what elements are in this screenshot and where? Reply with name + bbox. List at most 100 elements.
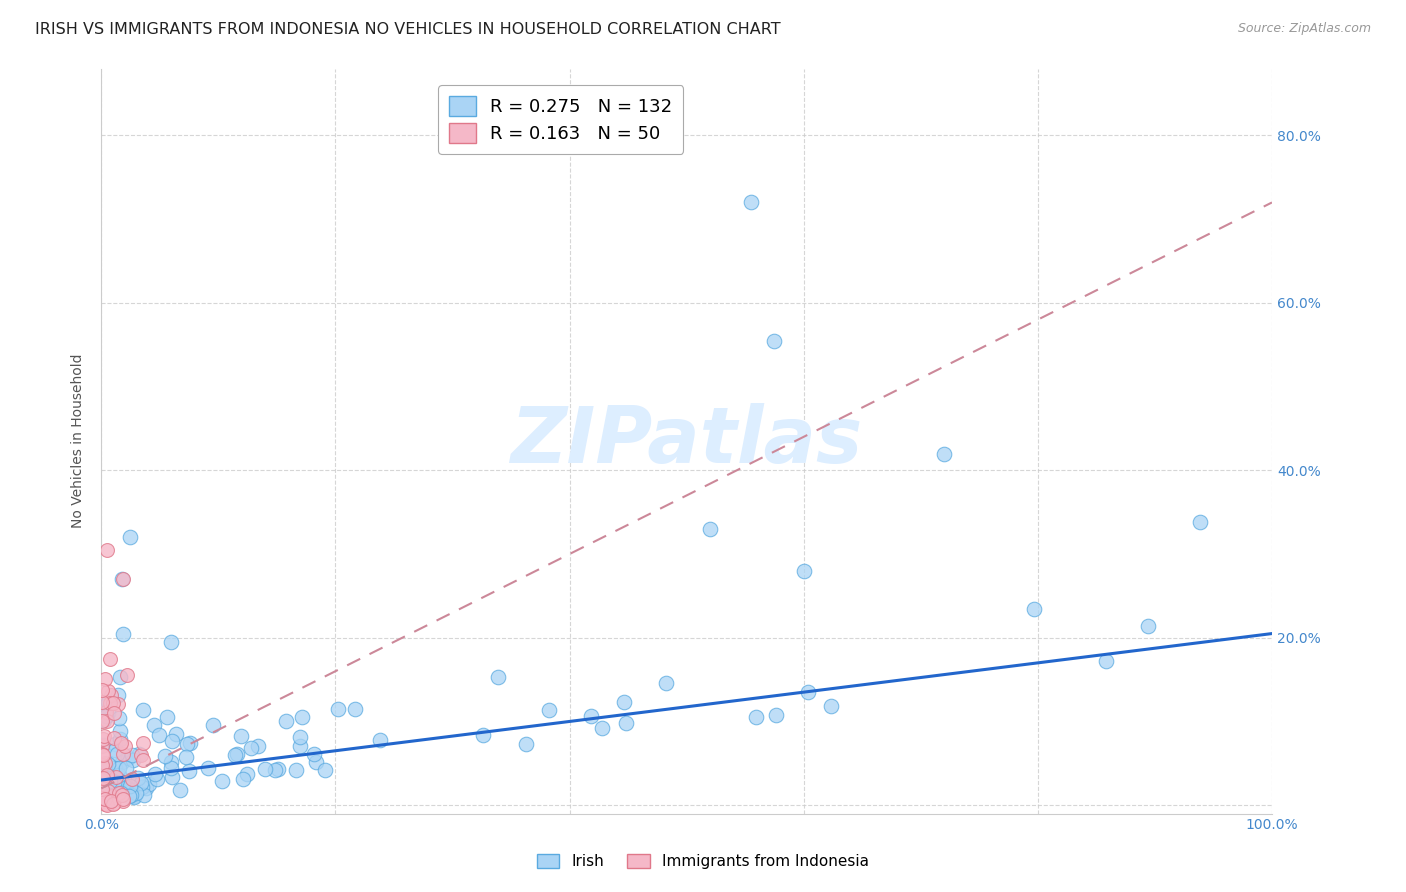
Point xyxy=(96,542,118,557)
Point xyxy=(105,747,128,762)
Point xyxy=(159,761,181,775)
Point xyxy=(91,695,114,709)
Point xyxy=(236,767,259,781)
Point xyxy=(160,635,183,649)
Point xyxy=(96,714,118,728)
Point xyxy=(104,737,127,751)
Point xyxy=(108,724,131,739)
Point xyxy=(326,701,349,715)
Point xyxy=(96,797,118,812)
Point xyxy=(592,721,614,735)
Point xyxy=(304,755,326,769)
Point xyxy=(110,736,132,750)
Point xyxy=(314,763,336,777)
Text: Source: ZipAtlas.com: Source: ZipAtlas.com xyxy=(1237,22,1371,36)
Point xyxy=(128,747,150,761)
Point xyxy=(614,715,637,730)
Point xyxy=(97,706,120,720)
Point xyxy=(91,683,114,698)
Point xyxy=(179,736,201,750)
Point xyxy=(107,698,129,712)
Point xyxy=(93,748,115,763)
Point xyxy=(115,668,138,682)
Point xyxy=(224,748,246,763)
Point xyxy=(105,785,128,799)
Point xyxy=(108,777,131,791)
Point xyxy=(302,747,325,761)
Point xyxy=(160,756,183,770)
Point xyxy=(96,705,118,719)
Point xyxy=(254,762,277,776)
Point xyxy=(131,736,153,750)
Point xyxy=(745,710,768,724)
Point xyxy=(370,732,392,747)
Point xyxy=(934,447,956,461)
Point xyxy=(94,672,117,686)
Point xyxy=(115,780,138,794)
Point xyxy=(285,763,308,777)
Point xyxy=(579,708,602,723)
Point xyxy=(114,739,136,753)
Point xyxy=(101,797,124,811)
Point xyxy=(91,769,114,783)
Point xyxy=(107,768,129,782)
Point xyxy=(91,771,114,785)
Point xyxy=(138,777,160,791)
Point xyxy=(537,703,560,717)
Point xyxy=(104,743,127,757)
Point xyxy=(103,776,125,790)
Point xyxy=(132,703,155,717)
Point xyxy=(160,733,183,747)
Point xyxy=(174,750,197,764)
Point xyxy=(165,727,187,741)
Text: ZIPatlas: ZIPatlas xyxy=(510,403,863,479)
Point xyxy=(264,763,287,777)
Point xyxy=(96,768,118,782)
Point xyxy=(169,783,191,797)
Point xyxy=(699,522,721,536)
Point xyxy=(120,530,142,544)
Point xyxy=(105,770,128,784)
Point xyxy=(129,776,152,790)
Text: IRISH VS IMMIGRANTS FROM INDONESIA NO VEHICLES IN HOUSEHOLD CORRELATION CHART: IRISH VS IMMIGRANTS FROM INDONESIA NO VE… xyxy=(35,22,780,37)
Point xyxy=(112,791,135,805)
Point xyxy=(153,748,176,763)
Point xyxy=(124,789,146,803)
Point xyxy=(98,774,121,789)
Point xyxy=(101,696,124,710)
Point xyxy=(111,776,134,790)
Point xyxy=(240,741,263,756)
Point xyxy=(1022,601,1045,615)
Point xyxy=(100,792,122,806)
Point xyxy=(127,771,149,785)
Point xyxy=(112,785,135,799)
Point xyxy=(90,791,112,805)
Point xyxy=(143,718,166,732)
Point xyxy=(486,670,509,684)
Point xyxy=(118,789,141,804)
Point xyxy=(101,789,124,804)
Point xyxy=(100,794,122,808)
Point xyxy=(197,761,219,775)
Point xyxy=(103,706,125,720)
Point xyxy=(93,782,115,797)
Point xyxy=(105,776,128,790)
Point xyxy=(655,676,678,690)
Point xyxy=(120,783,142,797)
Point xyxy=(98,766,121,780)
Point xyxy=(90,782,112,797)
Point xyxy=(108,732,131,747)
Point xyxy=(121,748,143,763)
Point xyxy=(211,773,233,788)
Point xyxy=(111,627,134,641)
Point xyxy=(91,773,114,788)
Point xyxy=(160,770,183,784)
Point xyxy=(1189,516,1212,530)
Point xyxy=(93,730,115,744)
Point xyxy=(108,786,131,800)
Point xyxy=(121,753,143,767)
Point xyxy=(110,755,132,769)
Point xyxy=(125,786,148,800)
Point xyxy=(793,564,815,578)
Point xyxy=(97,791,120,805)
